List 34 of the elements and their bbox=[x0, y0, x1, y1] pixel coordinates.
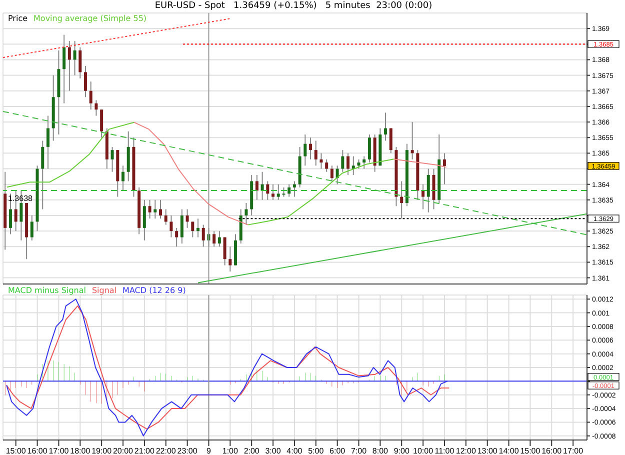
x-tick-label: 14:00 bbox=[498, 446, 520, 455]
x-tick-label: 3:00 bbox=[265, 446, 282, 455]
x-tick-label: 1:00 bbox=[222, 446, 239, 455]
y-axis-title: Price bbox=[8, 14, 28, 23]
x-tick-label: 4:00 bbox=[286, 446, 303, 455]
x-tick-label: 6:00 bbox=[330, 446, 346, 455]
x-tick-label: 8:00 bbox=[372, 446, 389, 455]
x-tick-label: 19:00 bbox=[92, 446, 112, 455]
text: Moving average (Simple 55) bbox=[34, 14, 147, 23]
x-tick-label: 7:00 bbox=[350, 446, 368, 455]
x-tick-label: 13:00 bbox=[477, 446, 498, 455]
x-tick-label: 21:00 bbox=[134, 446, 155, 455]
chart-title: EUR-USD - Spot 1.36459 (+0.15%) 5 minutes 23:00 (0:00) bbox=[154, 1, 434, 11]
text: MACD minus Signal bbox=[8, 286, 86, 295]
x-tick-label: 18:00 bbox=[70, 446, 91, 455]
x-tick-label: 12:00 bbox=[456, 446, 476, 455]
x-tick-label: 9:00 bbox=[394, 446, 410, 455]
x-tick-label: 15:00 bbox=[6, 446, 26, 455]
x-tick-label: 10:00 bbox=[413, 446, 434, 455]
x-tick-label: 11:00 bbox=[434, 446, 455, 455]
text: Signal bbox=[92, 286, 117, 295]
x-tick-label: 2:00 bbox=[244, 446, 260, 455]
x-tick-label: 23:00 bbox=[177, 446, 198, 455]
x-tick-label: 20:00 bbox=[113, 446, 134, 455]
x-tick-label: 9 bbox=[206, 446, 212, 455]
x-tick-label: 22:00 bbox=[156, 446, 176, 455]
x-tick-label: 17:00 bbox=[563, 446, 584, 455]
x-tick-label: 16:00 bbox=[27, 446, 48, 455]
x-tick-label: 5:00 bbox=[308, 446, 324, 455]
x-tick-label: 15:00 bbox=[520, 446, 541, 455]
x-tick-label: 16:00 bbox=[542, 446, 562, 455]
ref-line-label: 1.3638 bbox=[8, 194, 34, 204]
text: MACD (12 26 9) bbox=[122, 286, 186, 295]
x-tick-label: 17:00 bbox=[48, 446, 70, 455]
